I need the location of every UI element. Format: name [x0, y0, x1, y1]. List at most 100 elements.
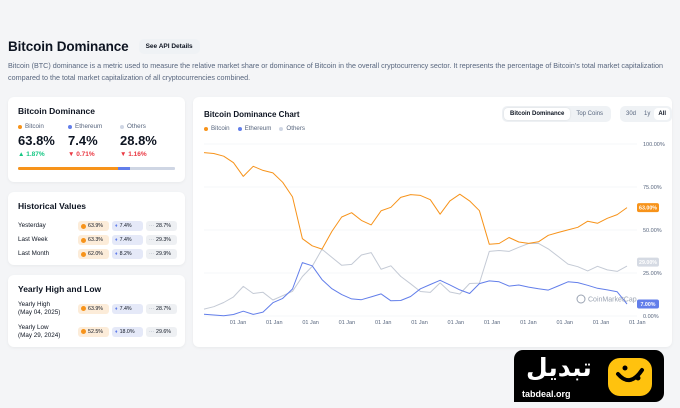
x-tick-label: 01 Jan [593, 320, 610, 326]
dominance-value: 7.4% [68, 133, 98, 148]
others-chip: ··· 28.7% [146, 221, 177, 231]
y-tick-label: 75.00% [643, 185, 662, 191]
ethereum-end-label: 7.00% [640, 302, 655, 308]
row-label: Yearly High (May 04, 2025) [18, 301, 78, 316]
dominance-name: Bitcoin [25, 123, 44, 130]
others-icon: ··· [149, 251, 154, 257]
range-30d[interactable]: 30d [626, 111, 637, 117]
eth-value: 7.4% [119, 223, 132, 229]
value-chips: 63.9% ♦ 7.4% ··· 28.7% [78, 303, 177, 314]
dominance-card: Bitcoin Dominance Bitcoin 63.8% ▲ 1.87% … [8, 97, 185, 182]
range-1y[interactable]: 1y [644, 111, 651, 117]
y-tick-label: 100.00% [643, 142, 665, 148]
dominance-chart-card: 0.00% 25.00% 50.00% 75.00% 100.00% 01 Jan 01 J… [193, 97, 673, 347]
legend-label: Bitcoin [211, 125, 230, 132]
legend-label: Others [286, 125, 305, 132]
bitcoin-end-label-bg [637, 203, 659, 213]
arrow-up-icon: ▲ [18, 151, 27, 158]
chart-title: Bitcoin Dominance Chart [204, 110, 300, 119]
ethereum-segment [118, 167, 130, 170]
btc-chip: 62.0% [78, 249, 109, 259]
eth-chip: ♦ 7.4% [112, 235, 143, 245]
logo-arabic-text: تبدیل [526, 353, 592, 382]
legend-others[interactable]: Others [279, 125, 305, 132]
x-tick-label: 01 Jan [302, 320, 319, 326]
x-tick-label: 01 Jan [339, 320, 356, 326]
y-tick-label: 0.00% [643, 314, 659, 320]
chart-legend: Bitcoin Ethereum Others [204, 125, 305, 132]
historical-row: Yesterday 63.9% ♦ 7.4% ··· 28.7% [18, 221, 177, 231]
bitcoin-line [203, 152, 628, 250]
ethereum-end-label-bg [637, 299, 659, 309]
tab-bitcoin-dominance[interactable]: Bitcoin Dominance [504, 108, 571, 120]
ethereum-dot-icon [237, 126, 242, 131]
bitcoin-icon [81, 251, 86, 257]
btc-value: 52.5% [88, 328, 104, 335]
legend-bitcoin[interactable]: Bitcoin [204, 125, 230, 132]
yearly-label: Yearly High [18, 301, 50, 308]
watermark-text: CoinMarketCap [588, 297, 637, 304]
value-chips: 62.0% ♦ 8.2% ··· 29.9% [78, 249, 177, 259]
dominance-card-title: Bitcoin Dominance [18, 106, 95, 116]
logo-badge-icon [608, 358, 652, 396]
x-tick-label: 01 Jan [448, 320, 465, 326]
historical-row: Last Week 63.3% ♦ 7.4% ··· 29.3% [18, 235, 177, 245]
others-icon: ··· [149, 223, 154, 229]
dominance-value: 63.8% [18, 133, 55, 148]
others-chip: ··· 29.9% [146, 249, 177, 259]
x-tick-label: 01 Jan [556, 320, 573, 326]
yearly-high-low-card: Yearly High and Low Yearly High (May 04, … [8, 275, 185, 347]
change-value: 0.71% [76, 151, 95, 158]
others-value: 29.9% [156, 251, 172, 257]
others-dot-icon [120, 124, 124, 129]
historical-row: Last Month 62.0% ♦ 8.2% ··· 29.9% [18, 249, 177, 259]
change-value: 1.16% [128, 151, 147, 158]
legend-ethereum[interactable]: Ethereum [237, 125, 272, 132]
value-chips: 63.9% ♦ 7.4% ··· 28.7% [78, 221, 177, 231]
yearly-date: (May 29, 2024) [18, 331, 61, 339]
bitcoin-dot-icon [204, 126, 208, 131]
bitcoin-icon [81, 223, 86, 229]
chart-tabs: Bitcoin Dominance Top Coins [502, 106, 612, 122]
others-end-label: 29.00% [639, 260, 657, 266]
dominance-change: ▼ 1.16% [120, 151, 170, 158]
others-chip: ··· 29.6% [146, 326, 177, 337]
coinmarketcap-icon [576, 294, 586, 304]
see-api-details-button[interactable]: See API Details [138, 39, 200, 54]
range-all[interactable]: All [654, 108, 671, 120]
page-header: Bitcoin Dominance See API Details [8, 39, 200, 54]
row-label: Last Week [18, 236, 48, 244]
value-chips: 52.5% ♦ 18.0% ··· 29.6% [78, 326, 177, 337]
ethereum-icon: ♦ [115, 223, 118, 229]
others-value: 29.6% [156, 328, 172, 335]
others-chip: ··· 29.3% [146, 235, 177, 245]
others-value: 28.7% [156, 223, 172, 229]
ethereum-icon: ♦ [115, 237, 118, 243]
others-value: 28.7% [156, 305, 172, 312]
eth-chip: ♦ 8.2% [112, 249, 143, 259]
row-label: Yearly Low (May 29, 2024) [18, 324, 78, 339]
dominance-bar [18, 167, 175, 170]
x-tick-label: 01 Jan [629, 320, 646, 326]
dominance-name: Ethereum [75, 123, 103, 130]
eth-value: 18.0% [119, 328, 135, 335]
x-tick-label: 01 Jan [230, 320, 247, 326]
others-chip: ··· 28.7% [146, 303, 177, 314]
ethereum-dot-icon [68, 124, 72, 129]
historical-values-title: Historical Values [18, 201, 87, 211]
legend-label: Ethereum [244, 125, 272, 132]
others-end-label-bg [637, 257, 659, 267]
btc-chip: 52.5% [78, 326, 109, 337]
x-tick-label: 01 Jan [411, 320, 428, 326]
row-label: Yesterday [18, 222, 46, 230]
page-title: Bitcoin Dominance [8, 39, 129, 54]
tab-top-coins[interactable]: Top Coins [576, 111, 604, 117]
dominance-change: ▲ 1.87% [18, 151, 68, 158]
btc-value: 63.3% [88, 237, 104, 243]
bitcoin-end-label: 63.00% [639, 206, 657, 212]
change-value: 1.87% [26, 151, 45, 158]
ethereum-icon: ♦ [115, 328, 118, 335]
historical-values-card: Historical Values Yesterday 63.9% ♦ 7.4% ···… [8, 192, 185, 265]
others-icon: ··· [149, 237, 154, 243]
bitcoin-icon [81, 237, 86, 243]
